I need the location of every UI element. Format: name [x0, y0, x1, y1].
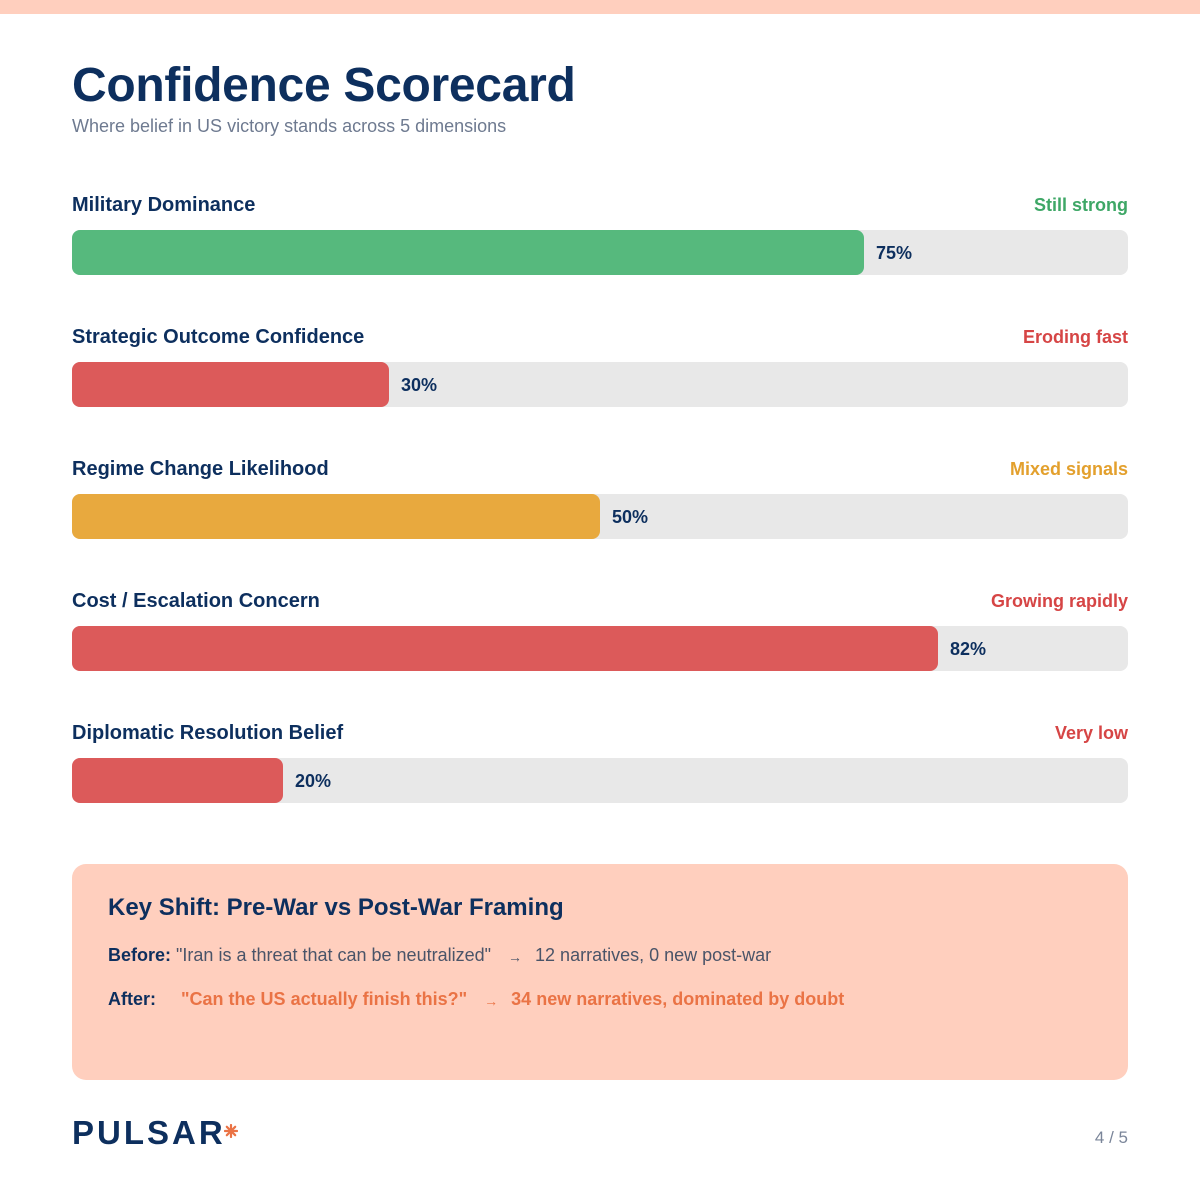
bar-value-label: 50% [612, 507, 649, 527]
bar-value-label: 75% [876, 243, 913, 263]
after-result: 34 new narratives, dominated by doubt [511, 989, 845, 1009]
bar-fill-cost-escalation-concern [72, 626, 938, 671]
metric-cost-escalation-concern: Cost / Escalation Concern Growing rapidly… [72, 590, 1128, 680]
pulsar-logo: PULSAR [72, 1114, 226, 1151]
after-row: After: "Can the US actually finish this?… [108, 988, 844, 1012]
after-quote: "Can the US actually finish this?" [181, 989, 468, 1009]
metric-diplomatic-resolution-belief: Diplomatic Resolution Belief Very low 20% [72, 722, 1128, 812]
bar-track: 75% [72, 230, 1128, 275]
bar-fill-regime-change-likelihood [72, 494, 600, 539]
metric-strategic-outcome-confidence: Strategic Outcome Confidence Eroding fast… [72, 326, 1128, 416]
bar-track: 50% [72, 494, 1128, 539]
metric-military-dominance: Military Dominance Still strong 75% [72, 194, 1128, 284]
metric-label: Regime Change Likelihood [72, 458, 329, 480]
before-result: 12 narratives, 0 new post-war [535, 945, 772, 965]
bar-fill-strategic-outcome-confidence [72, 362, 389, 407]
page-subtitle: Where belief in US victory stands across… [72, 116, 507, 136]
metric-regime-change-likelihood: Regime Change Likelihood Mixed signals 50% [72, 458, 1128, 548]
metric-status: Growing rapidly [990, 591, 1128, 611]
bar-fill-diplomatic-resolution-belief [72, 758, 283, 803]
metric-label: Diplomatic Resolution Belief [72, 722, 344, 744]
metric-status: Mixed signals [1009, 459, 1128, 479]
page-title: Confidence Scorecard [72, 59, 576, 112]
metric-label: Cost / Escalation Concern [72, 590, 320, 612]
after-arrow-icon: → [484, 993, 499, 1009]
top-accent-band [0, 0, 1200, 14]
metric-label: Military Dominance [72, 194, 256, 216]
bar-track: 30% [72, 362, 1128, 407]
metric-status: Very low [1054, 723, 1128, 743]
bar-track: 82% [72, 626, 1128, 671]
bar-track: 20% [72, 758, 1128, 803]
metric-label: Strategic Outcome Confidence [72, 326, 365, 348]
bar-value-label: 20% [295, 771, 332, 791]
before-label: Before: [108, 945, 172, 965]
starburst-icon [224, 1124, 238, 1138]
before-quote: "Iran is a threat that can be neutralize… [176, 945, 491, 965]
key-shift-callout: Key Shift: Pre-War vs Post-War Framing B… [72, 864, 1128, 1080]
metric-status: Still strong [1034, 195, 1128, 215]
bar-value-label: 82% [950, 639, 987, 659]
metric-status: Eroding fast [1022, 327, 1128, 347]
before-row: Before: "Iran is a threat that can be ne… [108, 944, 771, 968]
after-label: After: [108, 989, 156, 1009]
bar-value-label: 30% [401, 375, 438, 395]
before-arrow-icon: → [508, 949, 523, 965]
bar-fill-military-dominance [72, 230, 864, 275]
page-number: 4 / 5 [1094, 1128, 1128, 1147]
callout-title: Key Shift: Pre-War vs Post-War Framing [108, 894, 564, 921]
